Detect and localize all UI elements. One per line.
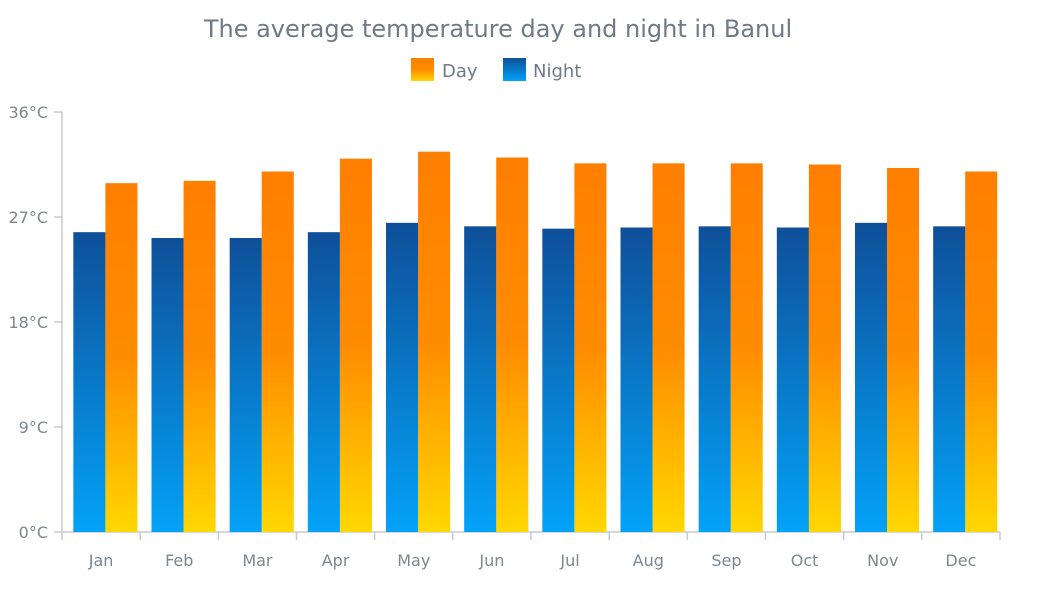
bar-night-nov[interactable] <box>855 222 888 533</box>
x-tick-label: Mar <box>242 551 273 570</box>
legend-item-night[interactable]: Night <box>503 58 581 82</box>
x-tick-label: Sep <box>711 551 741 570</box>
y-axis: 0°C 9°C 18°C 27°C 36°C <box>8 103 63 542</box>
x-axis: Jan Feb Mar Apr May Jun Jul Aug Sep Oct Nov Dec <box>61 531 1001 570</box>
legend-label-day: Day <box>442 61 478 82</box>
x-tick-label: Jan <box>88 551 114 570</box>
bar-night-mar[interactable] <box>229 238 262 532</box>
bar-night-sep[interactable] <box>698 226 731 533</box>
bar-day-dec[interactable] <box>965 171 998 533</box>
bar-day-may[interactable] <box>418 151 451 532</box>
bar-day-apr[interactable] <box>339 158 372 532</box>
y-tick-label: 18°C <box>8 313 48 332</box>
x-tick-label: Jun <box>478 551 504 570</box>
legend-swatch-night <box>503 58 526 81</box>
bar-night-oct[interactable] <box>776 227 809 533</box>
y-tick-label: 0°C <box>19 523 48 542</box>
x-tick-label: Apr <box>322 551 350 570</box>
bar-day-mar[interactable] <box>261 171 294 533</box>
bar-night-aug[interactable] <box>620 227 653 533</box>
x-tick-label: Jul <box>559 551 579 570</box>
x-tick-label: Nov <box>867 551 898 570</box>
legend-swatch-day <box>411 58 434 81</box>
legend: Day Night <box>411 58 581 82</box>
chart-title: The average temperature day and night in… <box>203 15 792 43</box>
y-tick-label: 27°C <box>8 208 48 227</box>
bar-night-dec[interactable] <box>933 226 966 533</box>
bar-day-sep[interactable] <box>730 163 763 533</box>
bar-day-oct[interactable] <box>808 164 841 533</box>
bar-day-jan[interactable] <box>105 183 138 532</box>
x-tick-label: Dec <box>945 551 976 570</box>
legend-label-night: Night <box>533 61 581 82</box>
legend-item-day[interactable]: Day <box>411 58 478 82</box>
bar-night-apr[interactable] <box>307 232 340 532</box>
bar-day-feb[interactable] <box>183 180 216 533</box>
y-tick-label: 36°C <box>8 103 48 122</box>
bar-day-jun[interactable] <box>496 157 529 533</box>
bar-night-jun[interactable] <box>464 226 497 533</box>
x-tick-label: Oct <box>791 551 819 570</box>
y-tick-label: 9°C <box>19 418 48 437</box>
bar-day-jul[interactable] <box>574 163 607 533</box>
bar-day-aug[interactable] <box>652 163 685 533</box>
bar-night-may[interactable] <box>386 222 419 533</box>
bar-night-feb[interactable] <box>151 238 184 532</box>
bar-night-jul[interactable] <box>542 228 575 532</box>
bars <box>73 151 998 533</box>
x-tick-label: Aug <box>633 551 664 570</box>
bar-day-nov[interactable] <box>887 168 920 532</box>
x-tick-label: Feb <box>165 551 193 570</box>
bar-night-jan[interactable] <box>73 232 106 532</box>
x-tick-label: May <box>397 551 430 570</box>
